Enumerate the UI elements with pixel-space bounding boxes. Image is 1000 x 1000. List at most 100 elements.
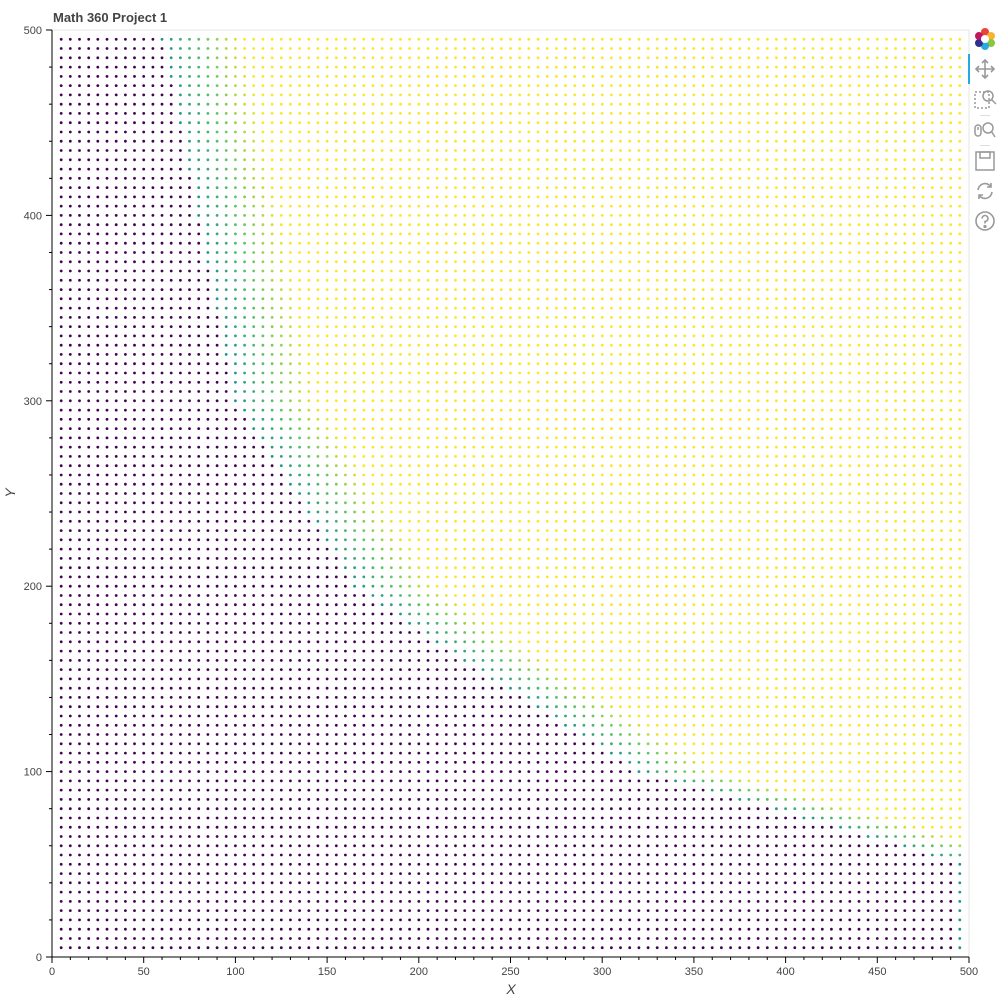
scatter-point [59,816,63,820]
scatter-point [59,75,63,78]
scatter-point [206,343,210,347]
scatter-point [87,825,91,829]
scatter-point [499,288,503,291]
scatter-point [169,139,173,143]
scatter-point [499,56,503,60]
scatter-point [371,408,375,412]
scatter-point [160,427,164,430]
scatter-point [279,84,283,87]
scatter-point [279,862,283,866]
scatter-point [234,334,237,338]
scatter-point [68,742,72,746]
scatter-point [142,584,146,588]
scatter-point [435,529,439,532]
scatter-point [124,473,127,477]
scatter-point [243,149,247,152]
scatter-point [234,529,237,532]
scatter-point [490,723,494,727]
scatter-point [114,612,118,616]
scatter-point [389,102,393,106]
scatter-point [454,927,457,931]
scatter-point [344,816,347,820]
scatter-point [59,603,63,607]
scatter-point [96,204,100,208]
scatter-point [481,816,485,820]
scatter-point [68,538,72,542]
scatter-point [179,436,182,440]
scatter-point [426,510,430,514]
scatter-point [307,288,311,291]
scatter-point [334,566,338,570]
scatter-point [371,297,375,301]
scatter-point [96,649,100,653]
scatter-point [289,75,292,78]
scatter-point [160,260,164,264]
scatter-point [472,93,476,97]
scatter-point [215,640,219,644]
scatter-point [133,640,136,644]
scatter-point [454,705,457,709]
scatter-point [399,909,402,912]
scatter-point [215,649,219,653]
scatter-point [179,306,182,310]
scatter-point [87,399,91,403]
scatter-point [307,890,311,894]
scatter-point [105,519,109,523]
scatter-point [518,659,522,662]
scatter-point [426,538,430,542]
scatter-point [169,798,173,801]
scatter-point [160,251,164,254]
scatter-point [289,473,292,477]
scatter-point [215,835,219,838]
scatter-point [380,334,384,338]
scatter-point [133,75,136,78]
scatter-point [279,149,283,152]
scatter-point [325,37,329,41]
scatter-point [362,557,366,560]
scatter-point [169,890,173,894]
scatter-point [325,677,329,681]
scatter-point [499,557,503,560]
scatter-point [105,501,109,505]
scatter-point [362,862,366,866]
scatter-point [142,288,146,291]
scatter-point [435,603,439,607]
scatter-point [499,65,503,69]
scatter-point [389,195,393,199]
scatter-point [206,510,210,514]
scatter-point [160,872,164,875]
scatter-point [270,751,274,755]
scatter-point [279,380,283,384]
scatter-point [472,167,476,171]
scatter-point [316,890,320,894]
scatter-point [490,798,494,801]
scatter-point [435,862,439,866]
scatter-point [224,297,228,301]
scatter-point [68,278,72,282]
scatter-point [371,214,375,217]
scatter-point [298,353,301,356]
scatter-point [151,482,155,486]
scatter-point [472,482,476,486]
scatter-point [151,195,155,199]
scatter-point [417,390,421,393]
scatter-point [353,130,356,134]
scatter-point [68,519,72,523]
scatter-point [151,176,155,180]
scatter-point [444,65,448,69]
scatter-point [252,788,256,792]
scatter-point [234,760,237,764]
scatter-point [499,427,503,430]
scatter-point [417,649,421,653]
scatter-point [353,408,356,412]
scatter-point [444,807,448,811]
scatter-point [389,75,393,78]
scatter-point [371,733,375,736]
scatter-points[interactable] [59,37,962,950]
scatter-point [380,538,384,542]
scatter-point [481,733,485,736]
scatter-point [463,278,467,282]
scatter-point [206,751,210,755]
scatter-point [169,195,173,199]
scatter-point [454,659,457,662]
